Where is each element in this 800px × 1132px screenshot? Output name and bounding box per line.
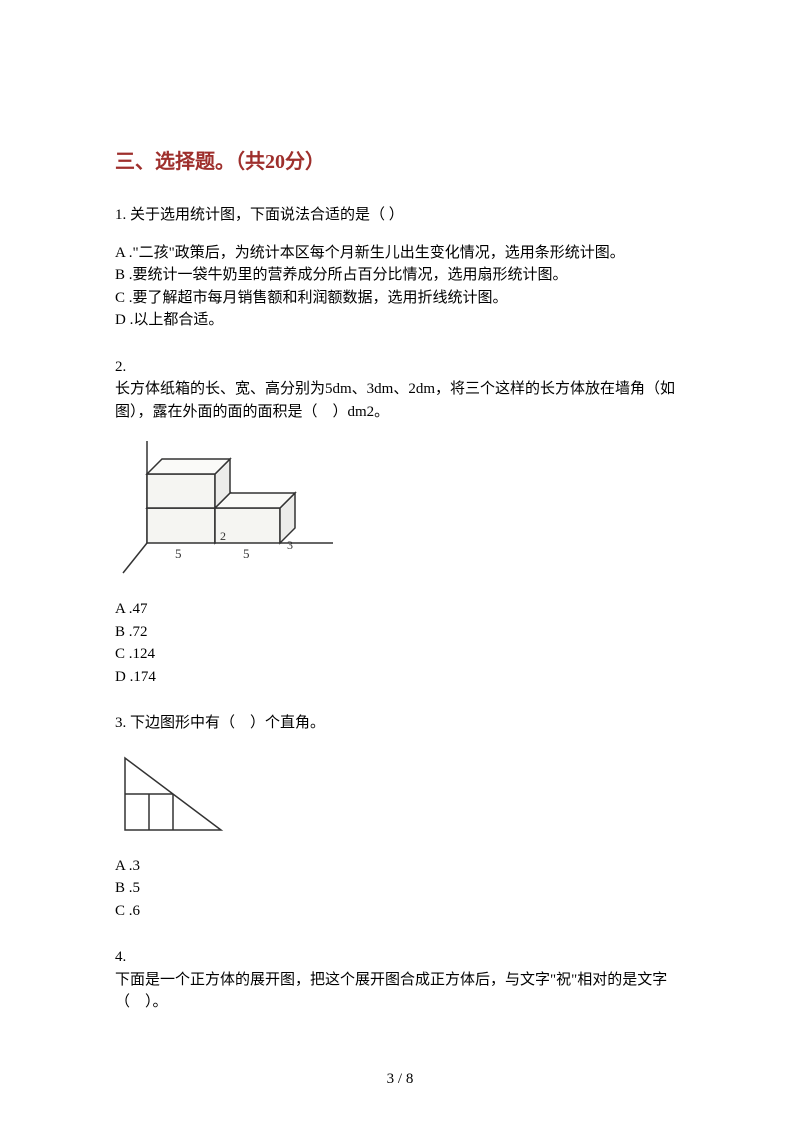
q3-option-a: A .3 [115,855,685,878]
q3-options: A .3 B .5 C .6 [115,855,685,923]
question-1: 1. 关于选用统计图，下面说法合适的是（ ） A ."二孩"政策后，为统计本区每… [115,204,685,332]
q2-num: 2. [115,356,685,379]
q3-stem: 3. 下边图形中有（ ）个直角。 [115,712,685,735]
q2-figure: 5 5 2 3 [115,433,685,583]
q1-option-d: D .以上都合适。 [115,309,685,332]
q1-options: A ."二孩"政策后，为统计本区每个月新生儿出生变化情况，选用条形统计图。 B … [115,242,685,332]
question-3: 3. 下边图形中有（ ）个直角。 A .3 B .5 C .6 [115,712,685,922]
q2-label-5b: 5 [243,546,250,561]
q3-option-b: B .5 [115,877,685,900]
q4-num: 4. [115,946,685,969]
q2-option-b: B .72 [115,621,685,644]
page-footer: 3 / 8 [0,1071,800,1088]
q2-label-5a: 5 [175,546,182,561]
q2-options: A .47 B .72 C .124 D .174 [115,598,685,688]
question-4: 4. 下面是一个正方体的展开图，把这个展开图合成正方体后，与文字"祝"相对的是文… [115,946,685,1014]
q3-option-c: C .6 [115,900,685,923]
q1-stem: 1. 关于选用统计图，下面说法合适的是（ ） [115,204,685,227]
q2-label-2: 2 [220,529,226,543]
q2-label-3: 3 [287,538,293,552]
question-2: 2. 长方体纸箱的长、宽、高分别为5dm、3dm、2dm，将三个这样的长方体放在… [115,356,685,689]
q2-option-a: A .47 [115,598,685,621]
section-title: 三、选择题。（共20分） [115,145,685,174]
q2-text: 长方体纸箱的长、宽、高分别为5dm、3dm、2dm，将三个这样的长方体放在墙角（… [115,378,685,423]
q2-option-c: C .124 [115,643,685,666]
q1-option-b: B .要统计一袋牛奶里的营养成分所占百分比情况，选用扇形统计图。 [115,264,685,287]
q3-figure [115,750,685,840]
q4-text: 下面是一个正方体的展开图，把这个展开图合成正方体后，与文字"祝"相对的是文字（ … [115,969,685,1014]
q2-option-d: D .174 [115,666,685,689]
q1-option-c: C .要了解超市每月销售额和利润额数据，选用折线统计图。 [115,287,685,310]
q1-option-a: A ."二孩"政策后，为统计本区每个月新生儿出生变化情况，选用条形统计图。 [115,242,685,265]
